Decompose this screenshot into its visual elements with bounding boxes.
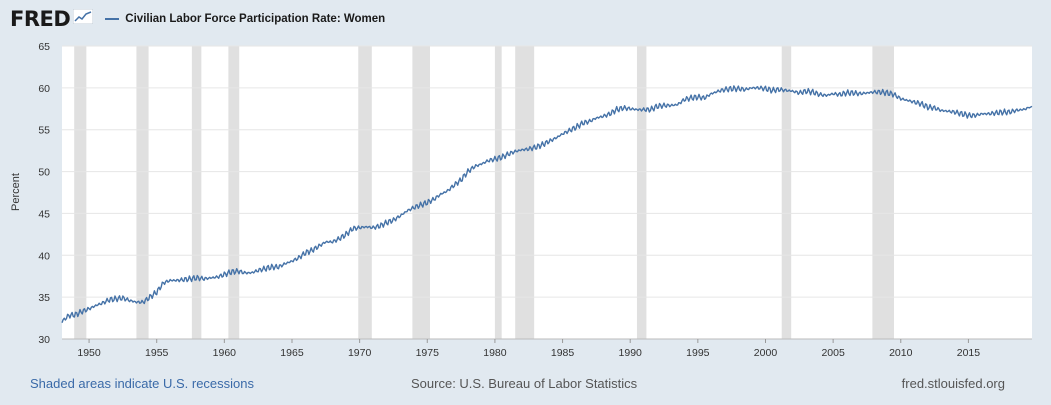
x-tick-label: 1980 (483, 347, 507, 359)
x-tick-label: 2015 (957, 347, 981, 359)
y-tick-label: 35 (38, 292, 50, 304)
recessions-note-link[interactable]: Shaded areas indicate U.S. recessions (30, 376, 255, 391)
x-tick-label: 1995 (686, 347, 710, 359)
x-axis-ticks: 1950 1955 1960 1965 1970 1975 1980 1985 1990 1995… (77, 339, 980, 359)
y-tick-label: 55 (38, 125, 50, 137)
recession-band (136, 46, 149, 339)
logo-text: FRED (10, 7, 71, 31)
series-lines (61, 85, 1033, 323)
y-tick-label: 45 (38, 208, 50, 220)
y-tick-label: 30 (38, 334, 50, 346)
series-line (61, 85, 1033, 323)
y-axis-title: Percent (10, 173, 22, 211)
y-tick-label: 50 (38, 167, 50, 179)
site-link[interactable]: fred.stlouisfed.org (901, 376, 1005, 391)
recession-band (494, 46, 502, 339)
recession-band (358, 46, 372, 339)
x-tick-label: 1975 (416, 347, 440, 359)
recession-band (872, 46, 895, 339)
legend: Civilian Labor Force Participation Rate:… (105, 13, 385, 25)
recession-band (74, 46, 87, 339)
x-tick-label: 2010 (889, 347, 913, 359)
y-tick-label: 60 (38, 83, 50, 95)
x-tick-label: 1985 (551, 347, 575, 359)
y-axis-ticks: 30 35 40 45 50 55 60 65 (38, 41, 50, 346)
legend-label: Civilian Labor Force Participation Rate:… (125, 13, 386, 25)
x-tick-label: 1990 (619, 347, 643, 359)
recession-band (412, 46, 430, 339)
x-tick-label: 1965 (280, 347, 304, 359)
recession-band (228, 46, 240, 339)
y-tick-label: 40 (38, 250, 50, 262)
legend-swatch (105, 18, 120, 20)
recession-band (781, 46, 792, 339)
x-tick-label: 2005 (821, 347, 845, 359)
recession-bands (74, 46, 895, 339)
chart-header: FRED Civilian Labor Force Participation … (10, 6, 385, 32)
x-tick-label: 1955 (145, 347, 169, 359)
recession-band (191, 46, 202, 339)
recession-band (515, 46, 535, 339)
x-tick-label: 2000 (754, 347, 778, 359)
gridlines (62, 45, 1032, 340)
source-text: Source: U.S. Bureau of Labor Statistics (411, 376, 638, 391)
plot-area (62, 46, 1032, 339)
x-tick-label: 1960 (213, 347, 237, 359)
line-chart: 30 35 40 45 50 55 60 65 1950 1955 1960 1965 1970 197… (10, 41, 1033, 359)
x-tick-label: 1970 (348, 347, 372, 359)
y-tick-label: 65 (38, 41, 50, 53)
x-tick-label: 1950 (77, 347, 101, 359)
recession-band (636, 46, 647, 339)
